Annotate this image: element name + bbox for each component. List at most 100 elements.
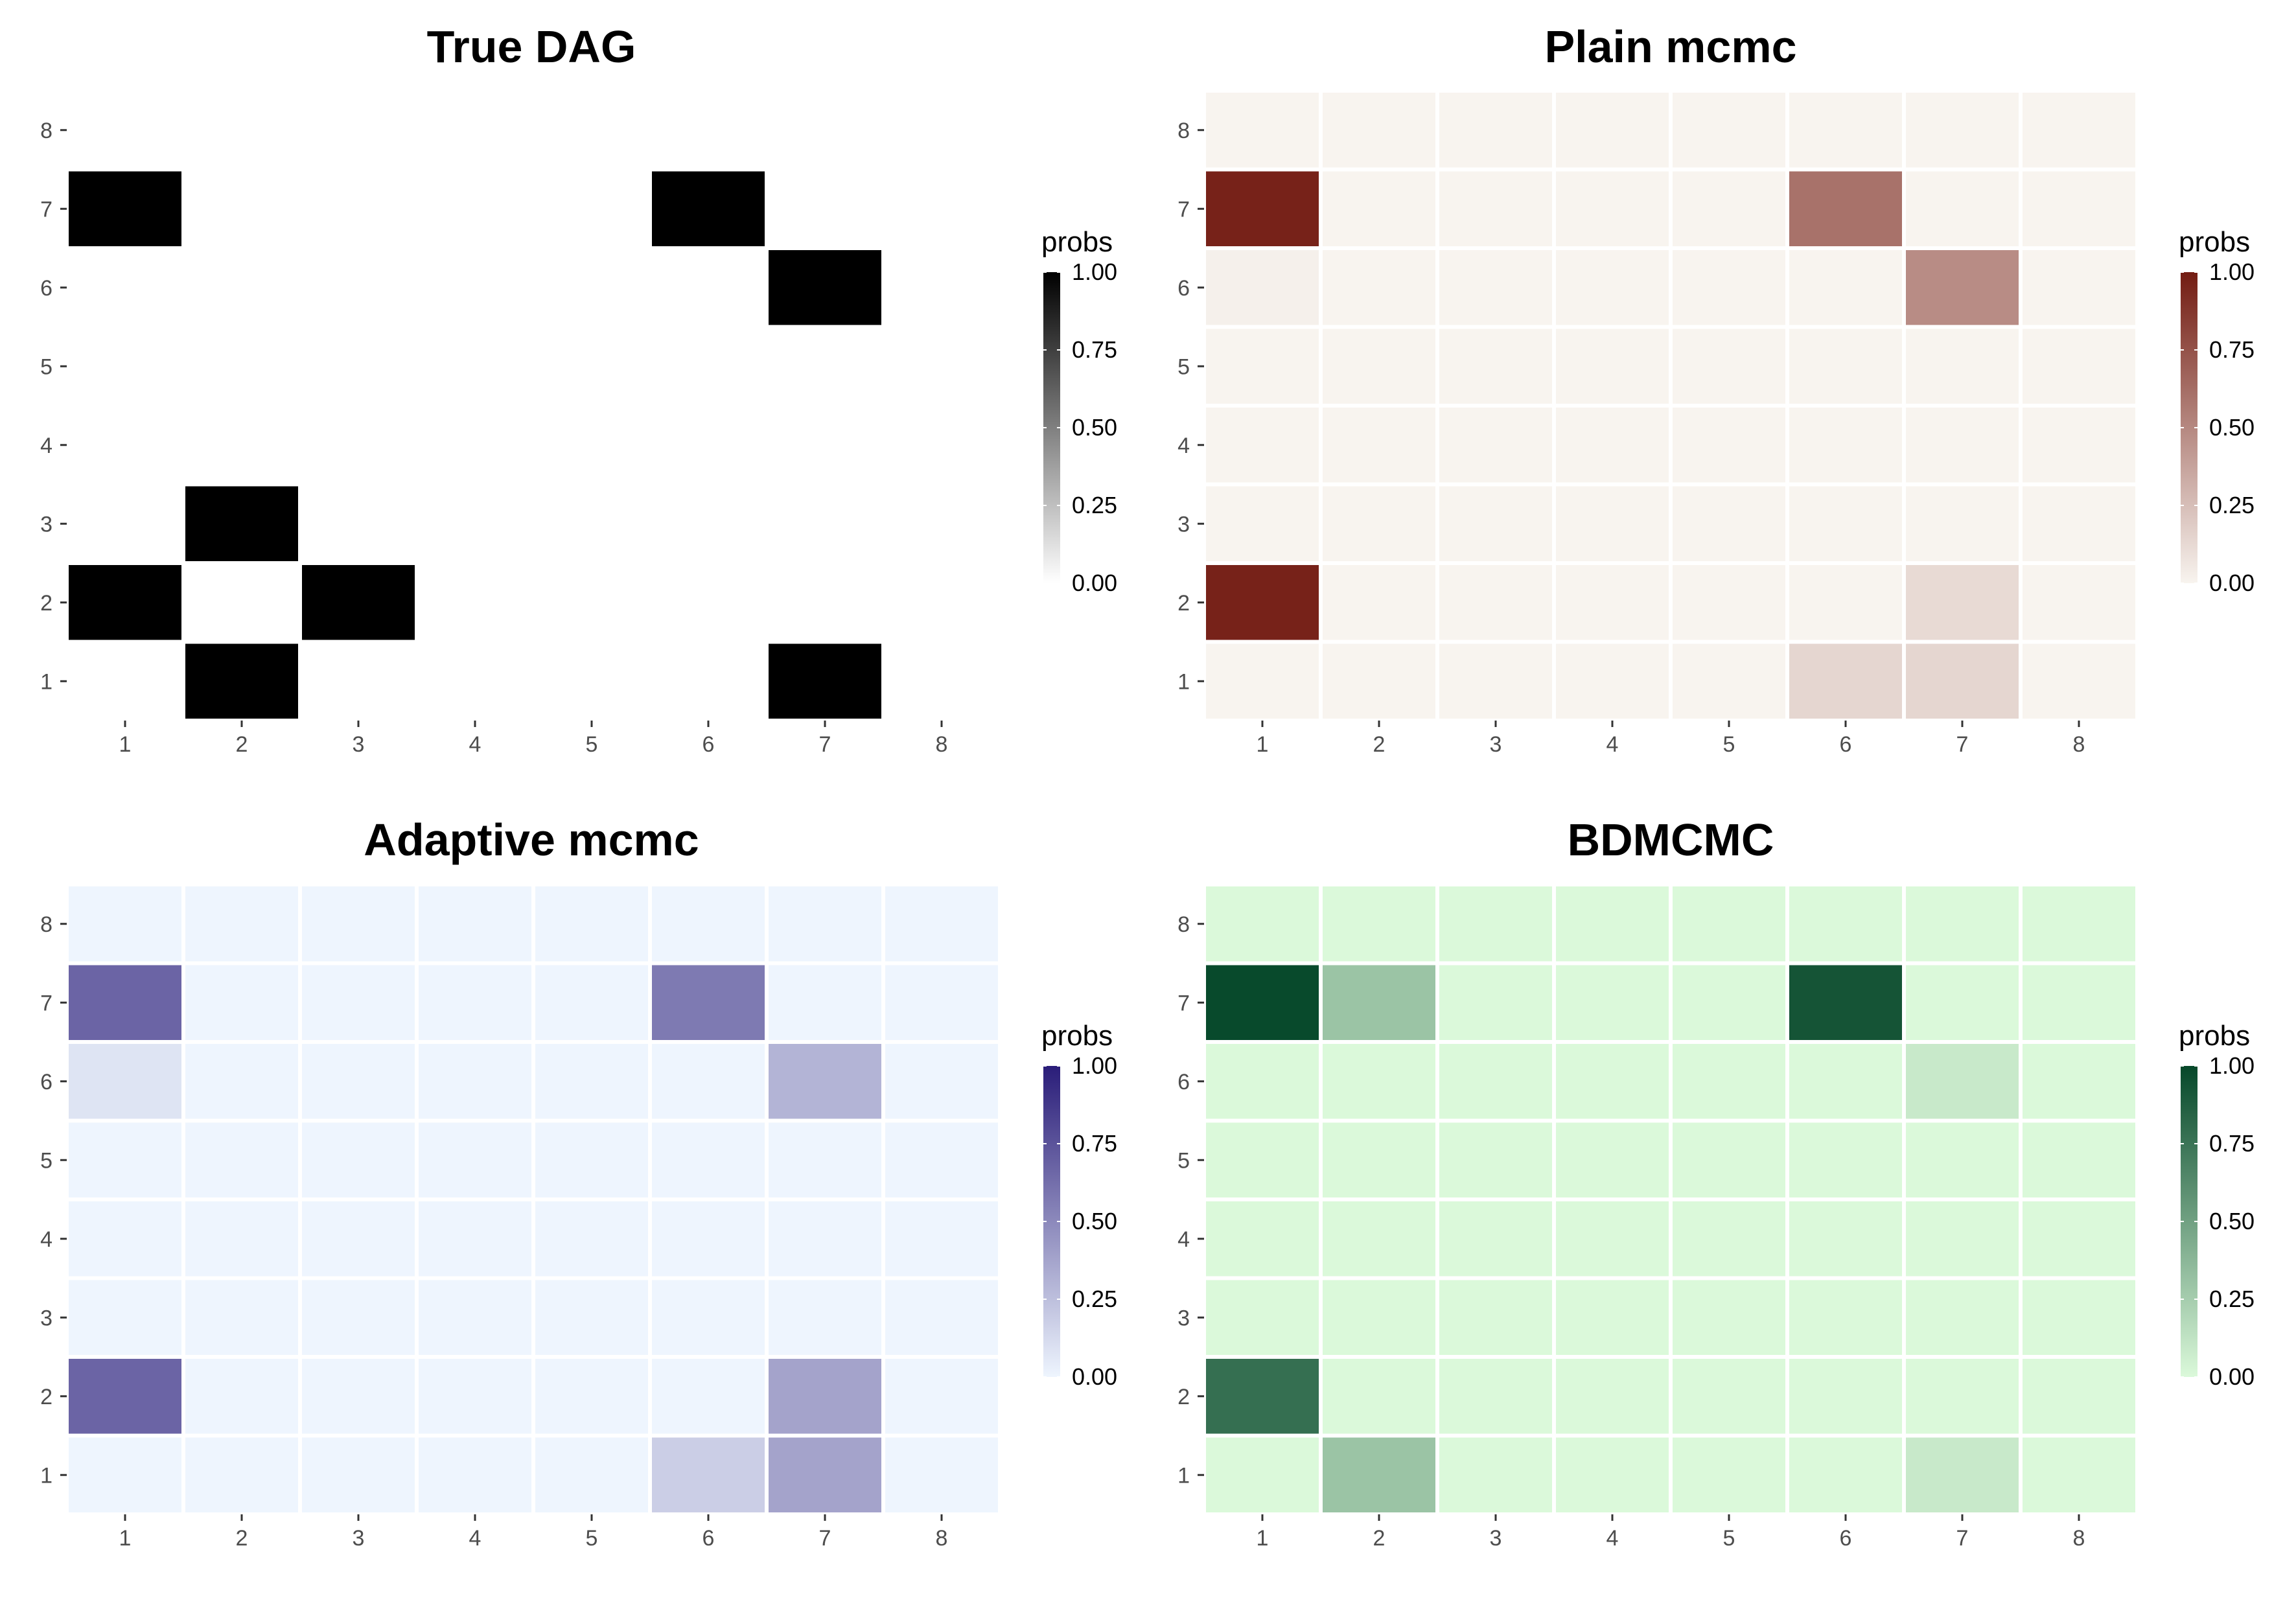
- heatmap-cell: [769, 965, 881, 1040]
- legend-tick-label: 0.00: [2209, 1363, 2255, 1390]
- legend-tick-label: 1.00: [1072, 1052, 1117, 1079]
- heatmap-cell: [535, 1044, 648, 1119]
- x-tick-label: 8: [2073, 732, 2085, 757]
- legend-tick-label: 0.25: [1072, 492, 1117, 518]
- heatmap-cell: [1906, 250, 2019, 325]
- heatmap-cell: [185, 486, 298, 561]
- heatmap-cell: [419, 250, 531, 325]
- heatmap-cell: [769, 250, 881, 325]
- heatmap-cell: [302, 1359, 415, 1434]
- heatmap-cell: [1206, 171, 1319, 246]
- heatmap-cell: [1556, 93, 1669, 168]
- heatmap-cell: [1206, 1437, 1319, 1512]
- heatmap-cell: [769, 1437, 881, 1512]
- heatmap-cell: [1789, 486, 1902, 561]
- heatmap-cell: [69, 171, 181, 246]
- x-tick-label: 6: [702, 732, 715, 757]
- heatmap-cell: [2023, 250, 2135, 325]
- heatmap-cell: [185, 1437, 298, 1512]
- heatmap-cell: [1789, 1437, 1902, 1512]
- heatmap-cell: [1206, 1359, 1319, 1434]
- heatmap-cell: [69, 565, 181, 640]
- heatmap-cell: [885, 1044, 998, 1119]
- heatmap-cell: [419, 565, 531, 640]
- heatmap-cell: [535, 1437, 648, 1512]
- heatmap-cell: [185, 886, 298, 962]
- heatmap-cell: [1323, 1122, 1435, 1197]
- heatmap-cell: [1673, 1044, 1785, 1119]
- heatmap-cell: [1906, 1044, 2019, 1119]
- heatmap-cell: [1556, 1359, 1669, 1434]
- heatmap-cell: [1439, 1122, 1552, 1197]
- heatmap-cell: [69, 1044, 181, 1119]
- heatmap-cell: [1323, 565, 1435, 640]
- heatmap-cell: [302, 93, 415, 168]
- heatmap-cell: [652, 1437, 765, 1512]
- heatmap-cell: [1789, 565, 1902, 640]
- heatmap-cell: [2023, 1044, 2135, 1119]
- heatmap-cell: [535, 1359, 648, 1434]
- legend-title: probs: [1041, 226, 1113, 258]
- heatmap-cell: [1206, 1044, 1319, 1119]
- heatmap-cell: [1673, 1122, 1785, 1197]
- heatmap-cell: [185, 408, 298, 483]
- heatmap-cell: [652, 93, 765, 168]
- heatmap-cell: [1323, 250, 1435, 325]
- heatmap-cell: [1206, 93, 1319, 168]
- heatmap-cell: [885, 1122, 998, 1197]
- heatmap-cell: [652, 329, 765, 404]
- y-tick-label: 4: [1177, 1227, 1190, 1252]
- heatmap-cell: [1789, 1359, 1902, 1434]
- heatmap-cell: [69, 486, 181, 561]
- y-tick-label: 1: [40, 669, 52, 694]
- heatmap-cell: [1323, 1044, 1435, 1119]
- x-tick-label: 3: [353, 1526, 365, 1551]
- heatmap-cell: [2023, 886, 2135, 962]
- heatmap-cell: [1789, 1122, 1902, 1197]
- heatmap-cell: [302, 886, 415, 962]
- heatmap-cell: [1439, 965, 1552, 1040]
- heatmap-cell: [1556, 250, 1669, 325]
- heatmap-cell: [769, 1280, 881, 1355]
- heatmap-cell: [1556, 1201, 1669, 1277]
- heatmap-cell: [2023, 1280, 2135, 1355]
- y-tick-label: 1: [40, 1463, 52, 1488]
- heatmap-cell: [419, 643, 531, 719]
- heatmap-cell: [69, 408, 181, 483]
- heatmap-cell: [69, 1201, 181, 1277]
- y-tick-label: 2: [40, 591, 52, 616]
- heatmap-cell: [769, 93, 881, 168]
- heatmap-cell: [885, 565, 998, 640]
- heatmap-cell: [1789, 965, 1902, 1040]
- heatmap-cell: [885, 250, 998, 325]
- y-tick-label: 6: [1177, 276, 1190, 301]
- heatmap-cell: [419, 329, 531, 404]
- heatmap-cell: [185, 643, 298, 719]
- heatmap-cell: [1673, 486, 1785, 561]
- heatmap-cell: [302, 1280, 415, 1355]
- x-tick-label: 6: [1840, 1526, 1852, 1551]
- heatmap-cell: [1789, 250, 1902, 325]
- heatmap-cell: [302, 250, 415, 325]
- heatmap-cell: [535, 1201, 648, 1277]
- heatmap-cell: [185, 1122, 298, 1197]
- x-tick-label: 2: [236, 732, 248, 757]
- heatmap-cell: [1906, 329, 2019, 404]
- x-tick-label: 5: [586, 732, 598, 757]
- heatmap-cell: [1556, 1122, 1669, 1197]
- x-tick-label: 7: [819, 732, 831, 757]
- heatmap-cell: [69, 643, 181, 719]
- heatmap-cell: [769, 643, 881, 719]
- heatmap-cell: [302, 1122, 415, 1197]
- heatmap-cell: [419, 486, 531, 561]
- heatmap-cell: [1556, 408, 1669, 483]
- legend-title: probs: [2179, 226, 2250, 258]
- heatmap-cell: [1789, 171, 1902, 246]
- heatmap-cell: [1789, 1201, 1902, 1277]
- heatmap-cell: [1789, 329, 1902, 404]
- heatmap-cell: [652, 965, 765, 1040]
- legend-tick-label: 0.50: [1072, 1208, 1117, 1234]
- heatmap-cell: [69, 1122, 181, 1197]
- heatmap-cell: [1906, 408, 2019, 483]
- heatmap-cell: [885, 329, 998, 404]
